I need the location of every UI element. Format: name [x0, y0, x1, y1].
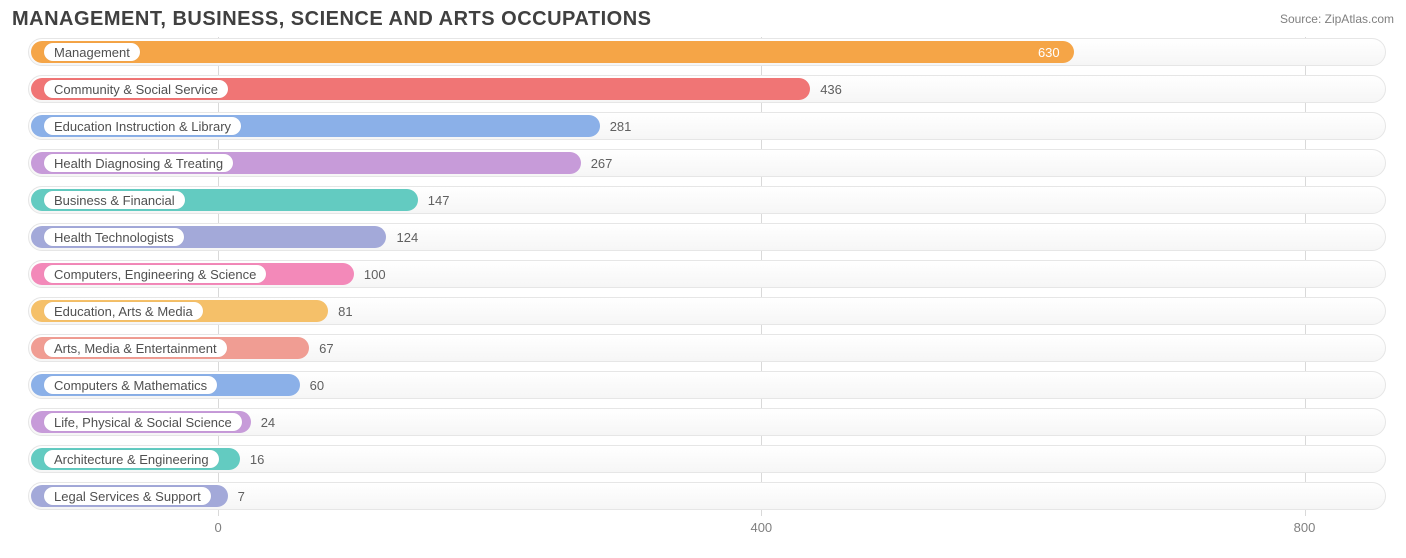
bar-value: 67 [309, 333, 333, 363]
bar-value: 16 [240, 444, 264, 474]
bar-row: Architecture & Engineering 16 [28, 444, 1386, 474]
bar-label: Computers, Engineering & Science [44, 265, 266, 283]
bar-row: Education Instruction & Library 281 [28, 111, 1386, 141]
bar-label: Business & Financial [44, 191, 185, 209]
occupations-bar-chart: Management630 Community & Social Service 4… [12, 37, 1394, 538]
x-tick-label: 800 [1294, 520, 1316, 535]
bar-label: Education Instruction & Library [44, 117, 241, 135]
bar-label: Health Technologists [44, 228, 184, 246]
bar-value: 24 [251, 407, 275, 437]
bar-label: Computers & Mathematics [44, 376, 217, 394]
bar-value: 436 [810, 74, 842, 104]
bar-row: Health Technologists 124 [28, 222, 1386, 252]
bar-row: Business & Financial 147 [28, 185, 1386, 215]
bar-row: Computers & Mathematics 60 [28, 370, 1386, 400]
bar-row: Life, Physical & Social Science 24 [28, 407, 1386, 437]
bar-row: Management630 [28, 37, 1386, 67]
source-name: ZipAtlas.com [1325, 12, 1394, 26]
x-tick-label: 400 [750, 520, 772, 535]
bar-label: Legal Services & Support [44, 487, 211, 505]
bar-label: Community & Social Service [44, 80, 228, 98]
bar-label: Health Diagnosing & Treating [44, 154, 233, 172]
bar-label: Architecture & Engineering [44, 450, 219, 468]
bar-row: Health Diagnosing & Treating 267 [28, 148, 1386, 178]
chart-header: MANAGEMENT, BUSINESS, SCIENCE AND ARTS O… [12, 8, 1394, 31]
bar-row: Computers, Engineering & Science 100 [28, 259, 1386, 289]
bar-value: 281 [600, 111, 632, 141]
bar-row: Arts, Media & Entertainment 67 [28, 333, 1386, 363]
bar-label: Life, Physical & Social Science [44, 413, 242, 431]
bar-label: Education, Arts & Media [44, 302, 203, 320]
x-tick-label: 0 [214, 520, 221, 535]
source-prefix: Source: [1280, 12, 1325, 26]
source-attribution: Source: ZipAtlas.com [1280, 8, 1394, 26]
bar-value: 60 [300, 370, 324, 400]
bar-value: 100 [354, 259, 386, 289]
bar-value: 81 [328, 296, 352, 326]
bar-value: 147 [418, 185, 450, 215]
x-axis: 0 400 800 [28, 518, 1386, 538]
bar-value: 124 [387, 222, 419, 252]
bar-series-container: Management630 Community & Social Service 4… [28, 37, 1386, 511]
bar-row: Community & Social Service 436 [28, 74, 1386, 104]
bar-row: Legal Services & Support 7 [28, 481, 1386, 511]
chart-title: MANAGEMENT, BUSINESS, SCIENCE AND ARTS O… [12, 8, 651, 31]
plot-area: Management630 Community & Social Service 4… [28, 37, 1386, 538]
bar-row: Education, Arts & Media 81 [28, 296, 1386, 326]
bar-value: 630 [28, 37, 1074, 67]
bar-value: 267 [581, 148, 613, 178]
bar-label: Arts, Media & Entertainment [44, 339, 227, 357]
bar-value: 7 [228, 481, 245, 511]
